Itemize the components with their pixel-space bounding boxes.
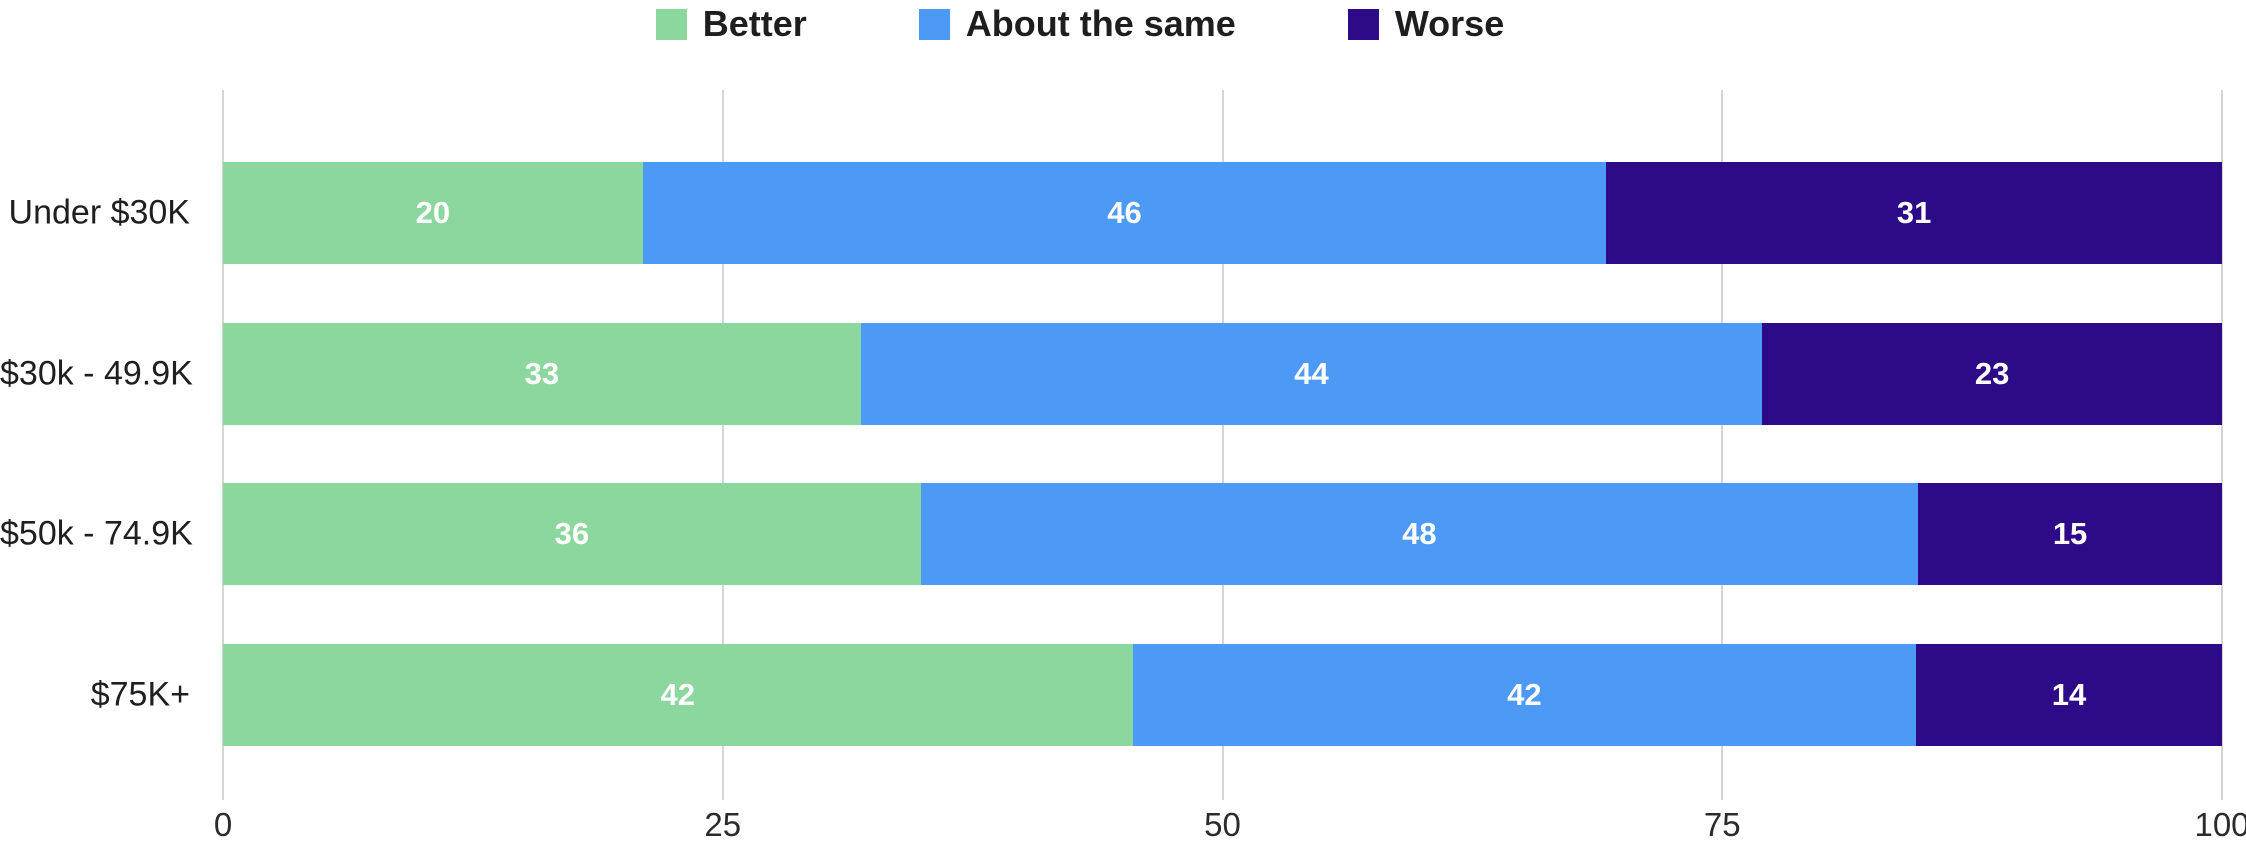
x-tick-label: 0 (213, 806, 233, 843)
segment-value-label: 15 (2052, 516, 2088, 552)
bar-segment-better: 42 (223, 644, 1133, 747)
category-label: $30k - 49.9K (0, 354, 193, 393)
segment-value-label: 31 (1896, 195, 1932, 230)
legend: Better About the same Worse (0, 0, 2203, 48)
gridline-100 (2221, 90, 2223, 800)
legend-swatch-icon (918, 8, 950, 40)
bar-segment-worse: 15 (1918, 483, 2222, 586)
bar-segment-about-the-same: 48 (920, 483, 1919, 586)
category-label: Under $30K (8, 193, 190, 232)
segment-value-label: 36 (554, 516, 590, 552)
segment-value-label: 20 (415, 195, 451, 230)
bar-segment-about-the-same: 42 (1132, 644, 1917, 747)
legend-label: Worse (1394, 3, 1505, 44)
category-label: $75K+ (90, 675, 190, 714)
gridline-75 (1721, 90, 1724, 800)
legend-item-about-the-same: About the same (918, 3, 1236, 45)
legend-swatch-icon (655, 8, 687, 40)
segment-value-label: 46 (1107, 195, 1142, 230)
gridline-25 (721, 90, 724, 800)
gridline-0 (222, 90, 224, 800)
bar-row: 33 44 23 (223, 322, 2222, 425)
category-label: $50k - 74.9K (0, 514, 193, 553)
bar-segment-better: 36 (223, 483, 921, 586)
x-tick-label: 50 (1204, 806, 1241, 843)
bar-segment-better: 33 (223, 322, 861, 425)
segment-value-label: 33 (524, 355, 560, 391)
bar-row: 36 48 15 (223, 483, 2222, 586)
legend-label: Better (702, 3, 807, 44)
bar-segment-about-the-same: 46 (642, 162, 1607, 264)
plot-area: 20 46 31 33 44 23 36 48 15 42 42 14 0 25 50 75 100 (214, 90, 2246, 843)
legend-label: About the same (965, 3, 1236, 44)
legend-swatch-icon (1347, 8, 1379, 40)
segment-value-label: 23 (1974, 355, 2010, 391)
bar-row: 42 42 14 (223, 644, 2222, 747)
x-tick-label: 100 (2194, 806, 2246, 843)
segment-value-label: 42 (660, 677, 695, 713)
gridline-50 (1221, 90, 1224, 800)
segment-value-label: 42 (1507, 677, 1542, 713)
x-tick-label: 75 (1703, 806, 1741, 843)
bar-segment-worse: 23 (1762, 322, 2222, 425)
segment-value-label: 48 (1402, 516, 1437, 552)
bar-segment-worse: 31 (1606, 162, 2222, 264)
legend-item-better: Better (655, 3, 807, 45)
bar-segment-better: 20 (223, 162, 643, 264)
bar-row: 20 46 31 (223, 162, 2222, 264)
segment-value-label: 44 (1294, 355, 1329, 391)
bar-segment-worse: 14 (1916, 644, 2222, 747)
segment-value-label: 14 (2051, 677, 2087, 713)
bar-segment-about-the-same: 44 (860, 322, 1763, 425)
legend-item-worse: Worse (1347, 3, 1505, 45)
x-tick-label: 25 (704, 806, 742, 843)
